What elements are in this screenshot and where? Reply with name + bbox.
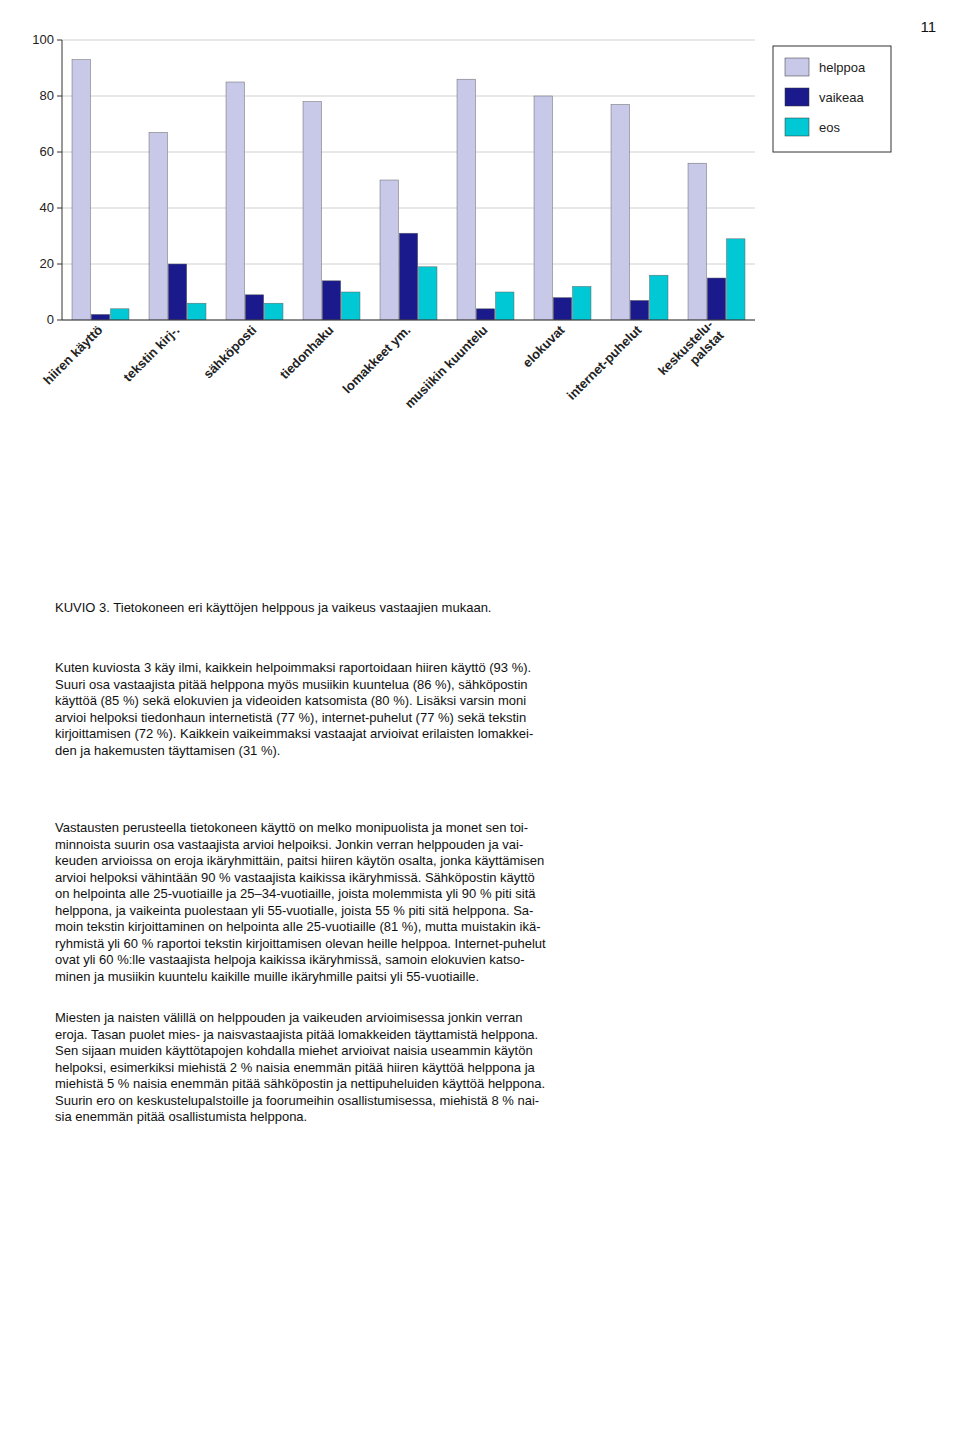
x-tick-label-line: palstat xyxy=(687,327,728,368)
bar xyxy=(380,180,398,320)
bar xyxy=(188,303,206,320)
bar xyxy=(303,102,321,320)
legend-label: helppoa xyxy=(819,60,866,75)
bar xyxy=(553,298,571,320)
y-tick xyxy=(57,208,62,209)
paragraph-line: Vastausten perusteella tietokoneen käytt… xyxy=(55,820,528,835)
y-tick xyxy=(57,40,62,41)
paragraph-line: Suurin ero on keskustelupalstoille ja fo… xyxy=(55,1093,539,1108)
paragraph-line: arvioi helpoksi vähintään 90 % vastaajis… xyxy=(55,870,535,885)
x-tick-label: tiedonhaku xyxy=(277,322,337,382)
bar xyxy=(149,132,167,320)
bar xyxy=(573,286,591,320)
legend-label: eos xyxy=(819,120,840,135)
paragraph-line: helpoksi, esimerkiksi miehistä 2 % naisi… xyxy=(55,1060,536,1075)
grid xyxy=(62,40,755,320)
y-tick-label: 60 xyxy=(40,144,54,159)
page-number: 11 xyxy=(920,18,936,35)
bar xyxy=(226,82,244,320)
legend-swatch xyxy=(785,88,809,106)
paragraph-line: helppona, ja vaikeinta puolestaan yli 55… xyxy=(55,903,533,918)
y-axis xyxy=(62,40,63,320)
x-axis xyxy=(62,320,755,321)
x-tick-label-line: elokuvat xyxy=(520,322,568,370)
bar xyxy=(611,104,629,320)
x-tick-label-line: tekstin kirj-. xyxy=(120,322,182,384)
x-tick-label-line: hiiren käyttö xyxy=(40,322,105,387)
y-tick-label: 20 xyxy=(40,256,54,271)
legend-swatch xyxy=(785,118,809,136)
paragraph-line: arvioi helpoksi tiedonhaun internetistä … xyxy=(55,710,526,725)
bar xyxy=(688,163,706,320)
x-tick-label: musiikin kuuntelu xyxy=(402,322,491,411)
y-tick xyxy=(57,320,62,321)
paragraph-line: käyttöä (85 %) sekä elokuvien ja videoid… xyxy=(55,693,526,708)
x-tick-label-line: lomakkeet ym. xyxy=(339,322,413,396)
bar xyxy=(707,278,725,320)
y-tick xyxy=(57,152,62,153)
bar xyxy=(168,264,186,320)
paragraph-line: on helpointa alle 25-vuotiaille ja 25–34… xyxy=(55,886,536,901)
bar xyxy=(650,275,668,320)
y-tick-label: 40 xyxy=(40,200,54,215)
y-tick-label: 80 xyxy=(40,88,54,103)
y-tick-label: 100 xyxy=(32,32,54,47)
x-tick-label: keskustelu-palstat xyxy=(655,317,727,389)
bar xyxy=(245,295,263,320)
paragraph-line: kirjoittamisen (72 %). Kaikkein vaikeimm… xyxy=(55,726,533,741)
paragraph-line: Kuten kuviosta 3 käy ilmi, kaikkein help… xyxy=(55,660,531,675)
legend-label: vaikeaa xyxy=(819,90,865,105)
legend-frame xyxy=(773,46,891,152)
paragraph-line: den ja hakemusten täyttamisen (31 %). xyxy=(55,743,280,758)
x-tick-label-line: sähköposti xyxy=(200,322,259,381)
x-tick-label-line: musiikin kuuntelu xyxy=(402,322,491,411)
bar xyxy=(457,79,475,320)
caption: KUVIO 3. Tietokoneen eri käyttöjen helpp… xyxy=(55,600,491,615)
x-tick-label-line: internet-puhelut xyxy=(564,322,645,403)
paragraph-line: ryhmistä yli 60 % raportoi tekstin kirjo… xyxy=(55,936,546,951)
bar xyxy=(322,281,340,320)
bar xyxy=(534,96,552,320)
bar xyxy=(265,303,283,320)
paragraph-line: keuden arvioissa on eroja ikäryhmittäin,… xyxy=(55,853,544,868)
bar xyxy=(630,300,648,320)
paragraph-line: ovat yli 60 %:lle vastaajista helpoja ka… xyxy=(55,952,525,967)
paragraph-line: miehistä 5 % naisia enemmän pitää sähköp… xyxy=(55,1076,545,1091)
paragraph-line: Miesten ja naisten välillä on helppouden… xyxy=(55,1010,523,1025)
paragraph-line: minen ja musiikin kuuntelu kaikille muil… xyxy=(55,969,479,984)
bar xyxy=(91,314,109,320)
paragraph-line: minnoista suurin osa vastaajista arvioi … xyxy=(55,837,523,852)
x-tick-label: internet-puhelut xyxy=(564,322,645,403)
bar xyxy=(496,292,514,320)
bar xyxy=(342,292,360,320)
bar xyxy=(111,309,129,320)
y-tick-label: 0 xyxy=(47,312,54,327)
page: 0 20 40 60 80 100 hiiren käyttötekstin kirj-. s… xyxy=(0,0,960,1442)
grid-line xyxy=(62,40,755,41)
grid-line xyxy=(62,320,755,321)
y-tick xyxy=(57,264,62,265)
paragraph-line: Suuri osa vastaajista pitää helppona myö… xyxy=(55,677,528,692)
paragraph-line: moin tekstin kirjoittaminen on helpointa… xyxy=(55,919,541,934)
paragraph-line: eroja. Tasan puolet mies- ja naisvastaaj… xyxy=(55,1027,538,1042)
bar xyxy=(727,239,745,320)
x-tick-label: sähköposti xyxy=(200,322,259,381)
x-tick-label: lomakkeet ym. xyxy=(339,322,413,396)
grid-line xyxy=(62,96,755,97)
bar xyxy=(419,267,437,320)
legend: helppoa vaikeaa eos xyxy=(773,46,891,152)
y-tick xyxy=(57,96,62,97)
x-tick-label-line: tiedonhaku xyxy=(277,322,337,382)
paragraph-line: Sen sijaan muiden käyttötapojen kohdalla… xyxy=(55,1043,533,1058)
x-tick-label: elokuvat xyxy=(520,322,568,370)
x-tick-label: hiiren käyttö xyxy=(40,322,105,387)
legend-swatch xyxy=(785,58,809,76)
x-tick-label: tekstin kirj-. xyxy=(120,322,182,384)
bar xyxy=(476,309,494,320)
paragraph-line: sia enemmän pitää osallistumista helppon… xyxy=(55,1109,307,1124)
bars xyxy=(72,60,745,320)
bar xyxy=(399,233,417,320)
bar xyxy=(72,60,90,320)
